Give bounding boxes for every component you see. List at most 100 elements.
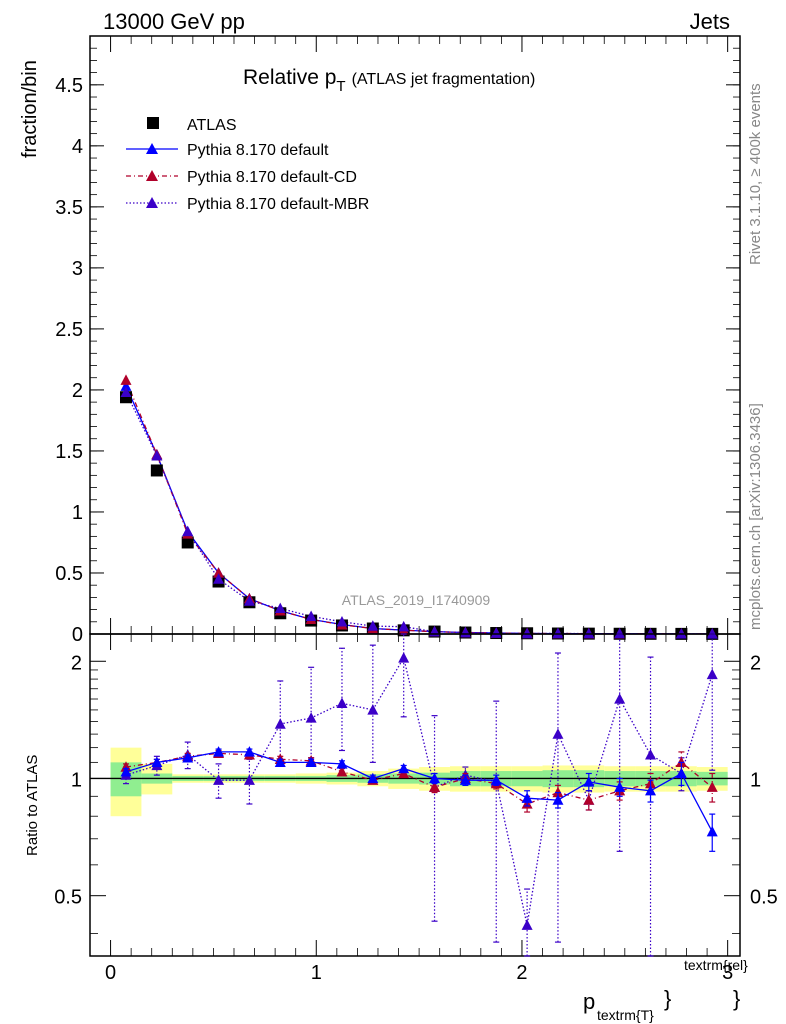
main-point-mbr [151, 450, 163, 461]
ratio-point-default [336, 758, 348, 769]
ratio-point-default [367, 772, 379, 784]
ratio-plot-frame [89, 633, 741, 957]
main-y-tick-label: 0.5 [55, 563, 83, 585]
x-tick-label: 2 [516, 962, 527, 984]
rivet-version-label: Rivet 3.1.10, ≥ 400k events [747, 83, 764, 265]
ratio-point-mbr [367, 704, 379, 715]
legend-label-cd: Pythia 8.170 default-CD [187, 169, 357, 186]
ratio-point-default [151, 756, 163, 768]
ratio-point-default [429, 772, 441, 784]
ratio-line-mbr [125, 656, 713, 926]
legend-label-mbr: Pythia 8.170 default-MBR [187, 196, 369, 213]
ratio-point-default [182, 752, 194, 763]
plot-title-sub: T [336, 78, 345, 95]
ratio-point-mbr [706, 668, 718, 680]
ratio-y-tick-label: 0.5 [54, 887, 82, 909]
main-y-tick-label: 3.5 [55, 197, 83, 219]
main-point-mbr [490, 627, 502, 638]
ratio-y-axis-label: Ratio to ATLAS [24, 755, 41, 856]
main-point-atlas [119, 391, 132, 404]
ratio-line-default [125, 751, 713, 833]
main-point-mbr [243, 595, 255, 606]
x-axis-label-main: p [583, 989, 595, 1014]
ratio-point-cd [429, 781, 441, 792]
main-point-mbr [305, 610, 317, 621]
ratio-point-default [213, 746, 225, 757]
ratio-y-tick-label-right: 2 [750, 652, 761, 674]
ratio-point-default [243, 746, 255, 757]
main-point-mbr [583, 627, 595, 639]
ratio-point-mbr [645, 749, 657, 760]
ratio-point-cd [583, 794, 595, 805]
main-y-tick-label: 2 [72, 380, 83, 402]
ratio-point-mbr [213, 774, 225, 785]
ratio-point-mbr [243, 774, 255, 785]
main-point-cd [120, 374, 132, 385]
x-tick-label: 0 [105, 962, 116, 984]
main-point-mbr [213, 573, 225, 584]
ratio-point-mbr [336, 697, 348, 708]
main-y-ticks: 0 0.5 1 1.5 2 2.5 3 3.5 4 4.5 [55, 35, 740, 646]
header-process-label: Jets [690, 9, 730, 34]
legend-label-default: Pythia 8.170 default [187, 142, 329, 159]
x-axis-label: p textrm{T} } textrm{rel} } [583, 957, 748, 1023]
x-axis-label-brace: } [664, 986, 671, 1011]
ratio-y-tick-label: 2 [71, 652, 82, 674]
x-tick-label: 1 [311, 962, 322, 984]
main-point-mbr [614, 627, 626, 639]
ratio-point-mbr [305, 712, 317, 723]
main-y-tick-label: 3 [72, 258, 83, 280]
ratio-y-tick-label-right: 1 [750, 769, 761, 791]
x-axis-label-brace-2: } [733, 986, 740, 1011]
main-point-atlas [181, 536, 194, 549]
ratio-point-default [305, 756, 317, 768]
x-tick-label: 3 [722, 962, 733, 984]
legend-marker-mbr [146, 197, 158, 208]
main-point-mbr [120, 386, 132, 398]
ratio-point-default [274, 756, 286, 768]
ratio-point-default [706, 825, 718, 837]
ratio-point-cd [336, 766, 348, 777]
ratio-line-cd [125, 752, 713, 805]
main-point-mbr [398, 620, 410, 632]
ratio-point-mbr [614, 693, 626, 704]
mcplots-label: mcplots.cern.ch [arXiv:1306.3436] [747, 403, 764, 630]
legend-marker-cd [146, 170, 158, 181]
ratio-point-default [552, 794, 564, 805]
main-y-tick-label: 4 [72, 136, 83, 158]
main-point-atlas [150, 464, 163, 477]
ratio-y-tick-label-right: 0.5 [750, 887, 778, 909]
main-point-cd [213, 567, 225, 578]
main-point-mbr [274, 602, 286, 614]
ratio-point-default [398, 762, 410, 774]
main-point-mbr [645, 627, 657, 639]
legend-marker-default [146, 143, 158, 154]
plot-title: Relative pT (ATLAS jet fragmentation) [243, 66, 535, 95]
main-y-tick-label: 0 [72, 624, 83, 646]
ratio-point-mbr [274, 718, 286, 729]
plot-title-main: Relative p [243, 66, 336, 89]
y-axis-label: fraction/bin [19, 60, 41, 158]
legend-marker-atlas [147, 117, 159, 129]
main-point-mbr [552, 627, 564, 639]
main-y-tick-label: 4.5 [55, 75, 83, 97]
x-axis-ticks: 0 1 2 3 [105, 36, 733, 984]
ratio-point-mbr [521, 919, 533, 930]
plot-title-extra: (ATLAS jet fragmentation) [352, 71, 536, 88]
legend-label-atlas: ATLAS [187, 117, 237, 134]
main-point-mbr [521, 627, 533, 639]
main-point-mbr [182, 525, 194, 537]
ratio-point-mbr [552, 728, 564, 739]
x-axis-label-sub: textrm{T} [597, 1007, 654, 1023]
ratio-point-default [583, 776, 595, 787]
ratio-point-cd [706, 781, 718, 792]
ratio-point-default [645, 784, 657, 796]
ratio-series-layer [120, 633, 718, 957]
ratio-point-default [675, 767, 687, 779]
ratio-point-default [120, 766, 132, 777]
analysis-watermark: ATLAS_2019_I1740909 [342, 592, 491, 608]
main-point-mbr [336, 616, 348, 627]
main-point-default [120, 380, 132, 391]
main-point-mbr [367, 620, 379, 631]
ratio-point-mbr [398, 652, 410, 663]
